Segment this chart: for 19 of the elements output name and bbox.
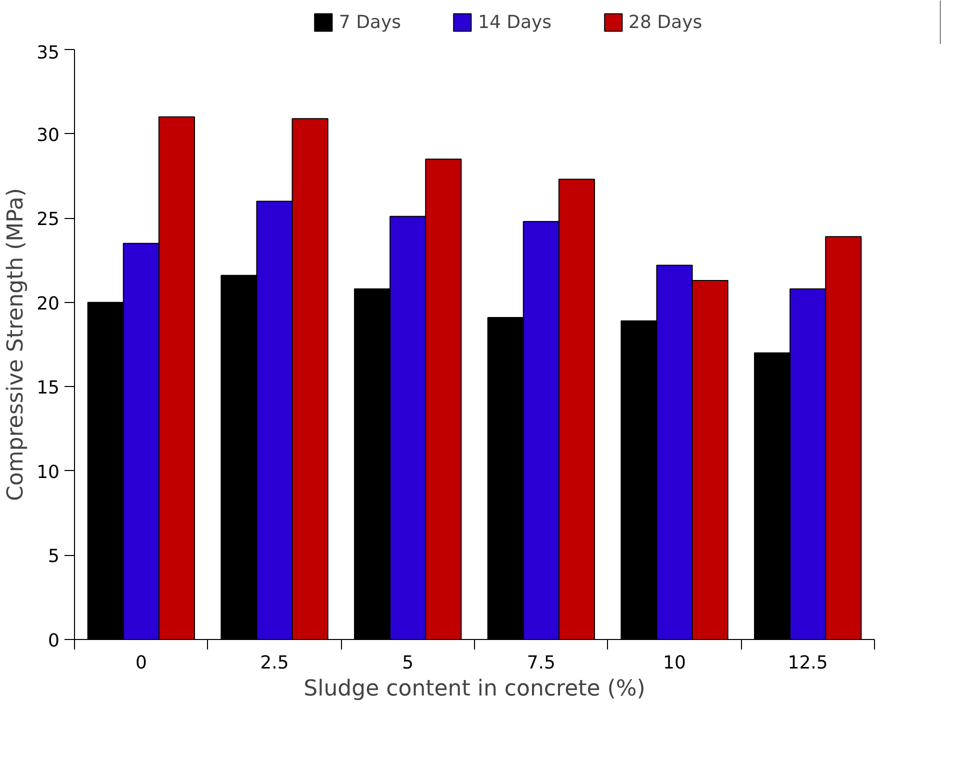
x-tick-label: 0 bbox=[135, 652, 147, 674]
x-tick-label: 7.5 bbox=[526, 652, 556, 674]
y-tick-label: 20 bbox=[36, 293, 60, 314]
y-tick-label: 15 bbox=[36, 378, 60, 399]
y-tick-label: 25 bbox=[36, 209, 60, 230]
y-tick-label: 0 bbox=[48, 630, 60, 652]
x-axis-title: Sludge content in concrete (%) bbox=[304, 676, 646, 702]
x-tick-label: 2.5 bbox=[260, 652, 289, 674]
legend-label: 28 Days bbox=[628, 12, 702, 32]
legend-label: 7 Days bbox=[338, 12, 402, 32]
y-axis-title: Compressive Strength (MPa) bbox=[4, 188, 29, 501]
x-tick-label: 12.5 bbox=[788, 652, 828, 674]
y-tick-label: 35 bbox=[36, 42, 60, 64]
y-tick-label: 30 bbox=[36, 124, 60, 146]
x-tick-label: 10 bbox=[663, 652, 686, 674]
y-tick-label: 5 bbox=[48, 546, 60, 568]
y-tick-label: 10 bbox=[36, 462, 60, 483]
legend-label: 14 Days bbox=[478, 12, 552, 32]
x-tick-label: 5 bbox=[402, 652, 414, 674]
